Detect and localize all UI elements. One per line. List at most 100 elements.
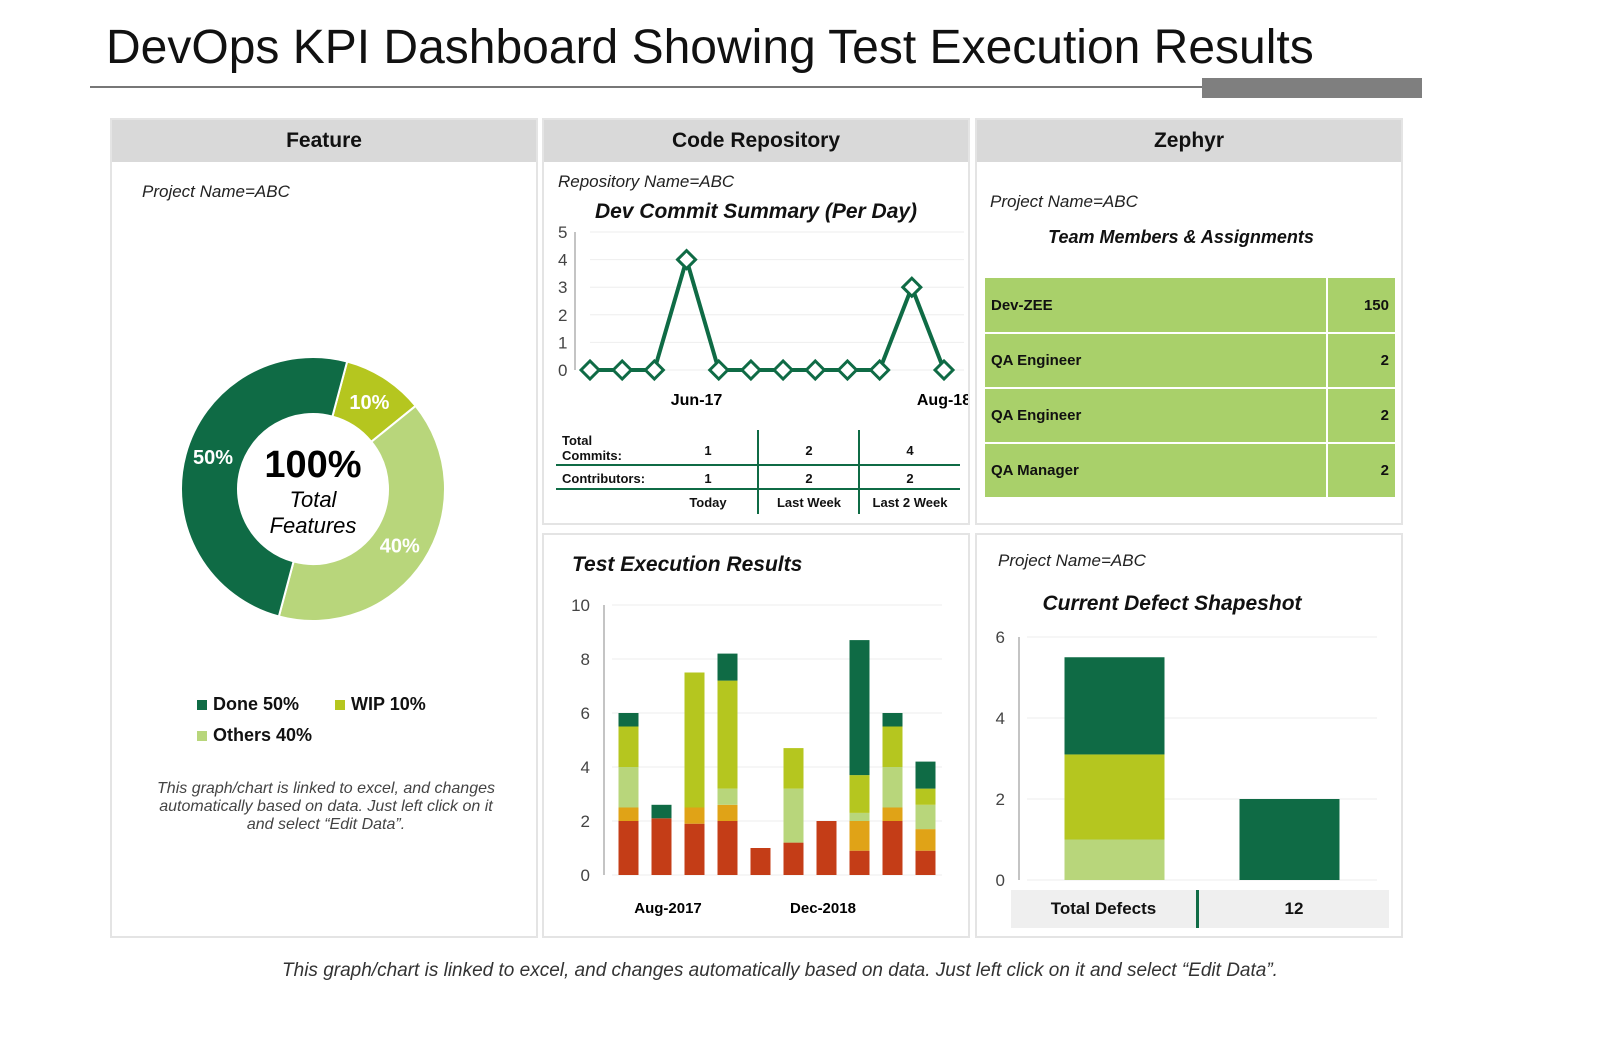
y-tick-label: 2 [558,306,567,325]
legend-swatch [335,699,346,710]
commit-point [707,358,730,382]
bar-segment [1064,839,1165,880]
bar-segment [849,775,870,813]
defect-chart-title: Current Defect Shapeshot [1042,592,1302,615]
bar-segment [882,807,903,821]
legend-wip: WIP 10% [335,694,426,715]
member-name: QA Manager [985,443,1327,499]
title-accent-bar [1202,78,1422,98]
bar-segment [915,804,936,830]
defect-chart[interactable]: 0 2 4 6 [977,625,1401,890]
feature-header: Feature [112,120,536,162]
y-tick-label: 2 [996,790,1005,809]
y-tick-label: 6 [581,704,590,723]
contributors-today: 1 [704,471,712,486]
test-execution-title: Test Execution Results [572,553,803,576]
legend-done: Done 50% [197,694,299,715]
commit-point [739,358,763,382]
zephyr-header: Zephyr [977,120,1401,162]
column-last-2-week: Last 2 Week [872,495,948,510]
commit-point [578,358,602,382]
feature-project-name: Project Name=ABC [142,182,290,201]
total-defects-value: 12 [1284,899,1304,918]
bar-segment [849,640,870,776]
team-table: Dev-ZEE 150 QA Engineer 2 QA Engineer 2 QA … [985,278,1395,499]
y-tick-label: 1 [558,333,567,352]
commit-point [643,358,666,382]
commits-last-week: 2 [805,443,813,458]
member-name: Dev-ZEE [985,278,1327,334]
x-tick-label: Aug-18 [917,392,968,409]
bar-segment [915,788,936,805]
bar-segment [717,804,738,821]
donut-data-label: 50% [193,447,233,469]
member-name: QA Engineer [985,333,1327,389]
legend-label: WIP 10% [351,694,426,714]
member-count: 2 [1326,443,1395,499]
bar-segment [783,788,804,843]
contributors-last-2-week: 2 [906,471,914,486]
bar-segment [717,788,738,805]
zephyr-project-name: Project Name=ABC [990,192,1138,211]
legend-label: Done 50% [213,694,300,714]
y-tick-label: 6 [996,628,1005,647]
y-tick-label: 4 [996,709,1005,728]
x-tick-label: Jun-17 [671,392,723,409]
commit-point [804,358,827,382]
bar-segment [684,823,705,875]
bar-segment [717,680,738,789]
bar-segment [717,821,738,875]
bar-segment [651,818,672,875]
table-row: QA Engineer 2 [985,333,1395,389]
table-row: QA Manager 2 [985,443,1395,499]
bar-segment [618,821,639,875]
bar-segment [1064,754,1165,840]
member-count: 2 [1326,333,1395,389]
contributors-label: Contributors: [562,471,646,486]
bar-segment [882,713,903,727]
y-tick-label: 5 [558,223,567,242]
donut-center-value: 100% [264,444,361,486]
bar-segment [783,842,804,875]
donut-slice-done [180,356,349,618]
zephyr-panel: Zephyr Project Name=ABC Team Members & A… [975,118,1403,525]
bar-segment [816,821,837,875]
total-defects-label: Total Defects [1011,890,1199,928]
code-repository-panel: Code Repository Repository Name=ABC Dev … [542,118,970,525]
bar-segment [849,850,870,875]
y-tick-label: 0 [581,866,590,885]
legend-swatch [197,730,207,741]
y-tick-label: 10 [571,596,590,615]
bar-segment [618,726,639,767]
test-execution-chart[interactable]: 0 2 4 6 8 10 Aug-2017 Dec-2018 [544,585,968,925]
bar-segment [684,807,705,824]
member-count: 150 [1326,278,1395,334]
legend-others: Others 40% [197,725,457,746]
y-tick-label: 4 [581,758,590,777]
repository-name: Repository Name=ABC [558,172,735,191]
column-today: Today [689,495,727,510]
commit-point [868,358,891,382]
bar-segment [849,821,870,851]
donut-data-label: 40% [380,535,420,557]
total-commits-label: Total Commits: [562,433,622,463]
commit-point [900,276,923,299]
feature-note: This graph/chart is linked to excel, and… [157,780,495,833]
bar-segment [618,713,639,727]
defect-project-name: Project Name=ABC [998,551,1146,570]
bar-segment [882,821,903,875]
contributors-last-week: 2 [805,471,813,486]
column-last-week: Last Week [776,495,842,510]
commit-point [675,248,698,271]
table-row: Dev-ZEE 150 [985,278,1395,334]
test-execution-panel: Test Execution Results 0 2 4 6 8 10 Aug-2017 De… [542,533,970,938]
bar-segment [651,804,672,819]
bar-segment [783,748,804,789]
y-tick-label: 3 [558,278,567,297]
page-title: DevOps KPI Dashboard Showing Test Execut… [106,21,1314,74]
bar-segment [750,848,771,875]
commits-today: 1 [704,443,712,458]
bar-segment [882,767,903,808]
commit-line-chart[interactable]: 0 1 2 3 4 5 Jun-17 Aug-18 [544,220,968,415]
